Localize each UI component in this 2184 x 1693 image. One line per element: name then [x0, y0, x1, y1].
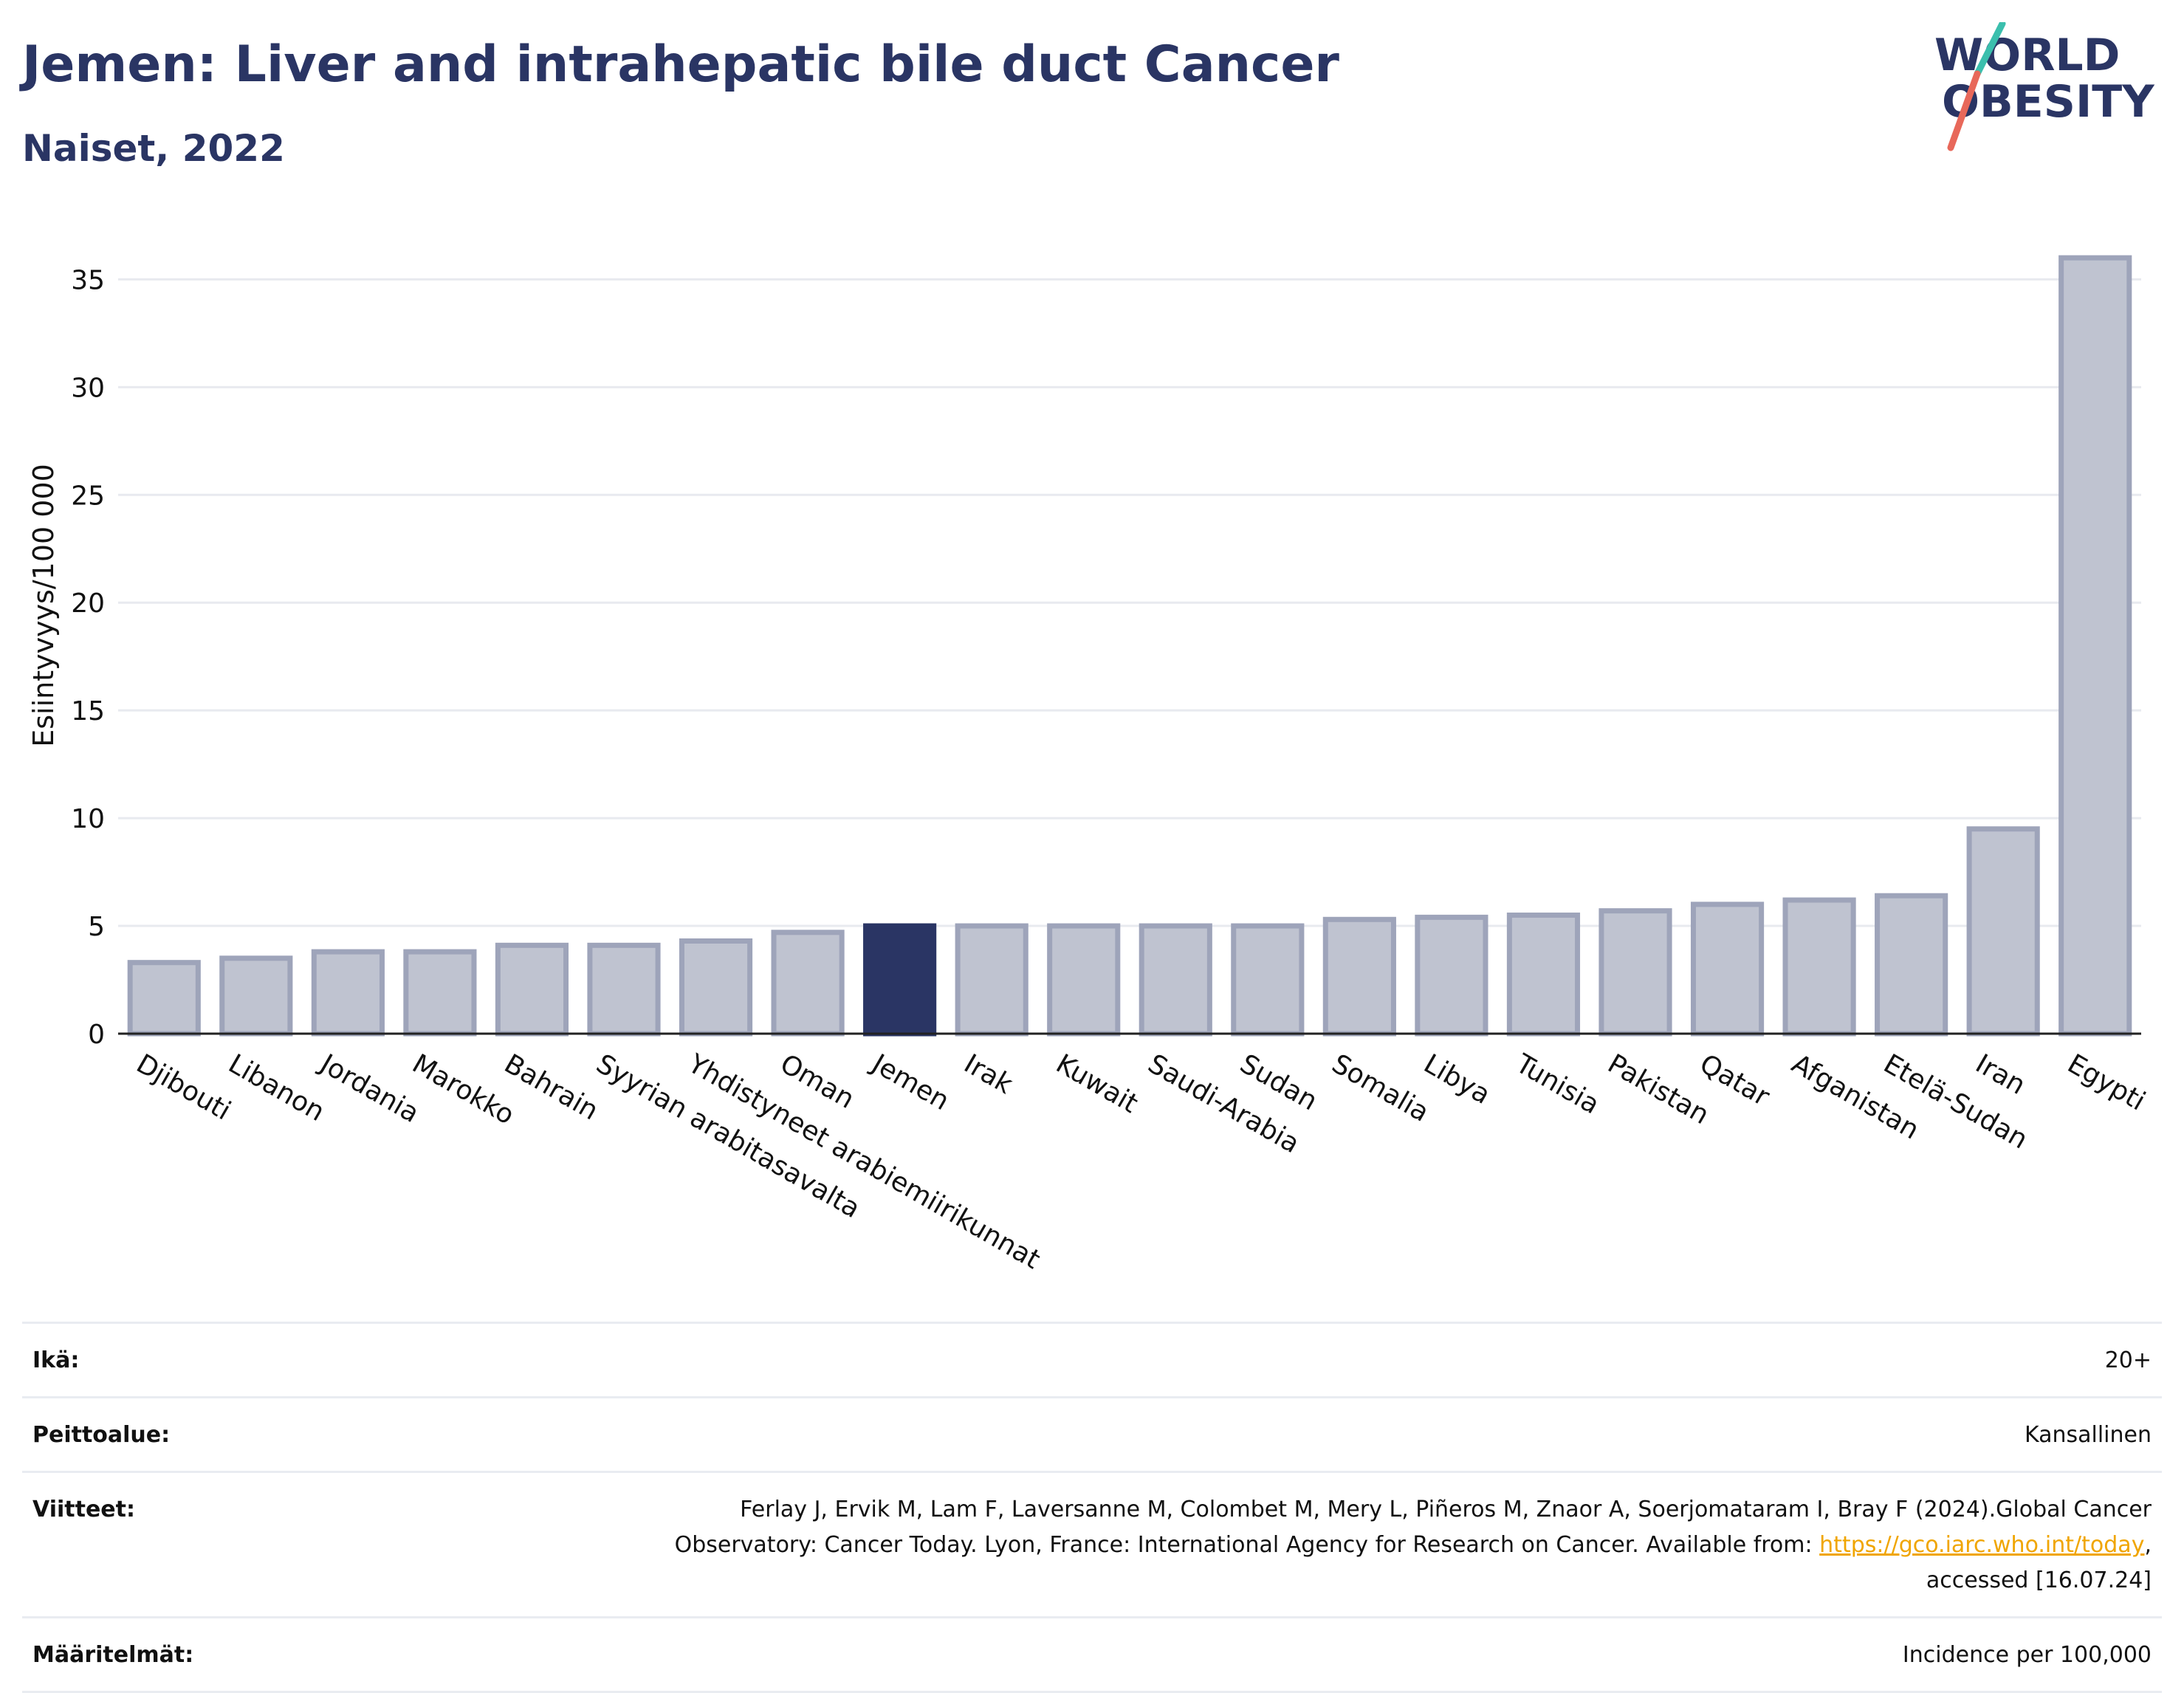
bar-qatar[interactable]: [1690, 902, 1765, 1037]
bar-afganistan[interactable]: [1782, 897, 1856, 1037]
bar-etel-sudan[interactable]: [1875, 893, 1948, 1037]
x-tick-label: Djibouti: [131, 1048, 236, 1126]
bar-irak[interactable]: [955, 923, 1029, 1037]
chart-title: Jemen: Liver and intrahepatic bile duct …: [22, 35, 1339, 94]
x-tick-label: Tunisia: [1510, 1048, 1604, 1120]
axes: 0 5 10 15 20 25 30 35 DjiboutiLibanonJordaniaMar…: [71, 265, 2150, 1275]
x-tick-label: Iran: [1971, 1048, 2030, 1101]
bar-marokko[interactable]: [403, 949, 477, 1037]
y-tick-label: 30: [71, 373, 105, 403]
x-tick-label: Jemen: [865, 1048, 954, 1116]
x-tick-label: Jordania: [314, 1048, 424, 1129]
info-row-definitions: Määritelmät: Incidence per 100,000: [22, 1616, 2162, 1693]
info-label-coverage: Peittoalue:: [32, 1422, 171, 1448]
info-row-age: Ikä: 20+: [22, 1322, 2162, 1396]
bar-syyrian-arabitasavalta[interactable]: [587, 942, 661, 1037]
reference-text: Ferlay J, Ervik M, Lam F, Laversanne M, …: [674, 1497, 2152, 1558]
x-tick-label: Libanon: [223, 1048, 329, 1127]
bar-kuwait[interactable]: [1047, 923, 1121, 1037]
bar-bahrain[interactable]: [495, 942, 569, 1037]
info-label-age: Ikä:: [32, 1347, 80, 1373]
x-tick-label: Pakistan: [1603, 1048, 1714, 1130]
bar-iran[interactable]: [1966, 826, 2040, 1037]
info-value-references: Ferlay J, Ervik M, Lam F, Laversanne M, …: [601, 1492, 2152, 1598]
x-tick-label: Irak: [959, 1048, 1018, 1100]
bar-libya[interactable]: [1415, 914, 1488, 1037]
bar-oman[interactable]: [771, 930, 845, 1037]
y-tick-label: 25: [71, 481, 105, 511]
grid-lines: [118, 278, 2141, 927]
chart-subtitle: Naiset, 2022: [22, 127, 285, 170]
info-row-references: Viitteet: Ferlay J, Ervik M, Lam F, Lave…: [22, 1471, 2162, 1616]
y-axis-label: Esiintyvyys/100 000: [27, 464, 60, 747]
y-tick-label: 35: [71, 265, 105, 295]
bar-jordania[interactable]: [311, 949, 385, 1037]
logo-text-world: WORLD: [1934, 30, 2120, 81]
bar-sudan[interactable]: [1231, 923, 1305, 1037]
y-tick-label: 0: [88, 1020, 105, 1050]
world-obesity-logo: WORLD OBESITY: [1934, 22, 2155, 151]
info-value-age: 20+: [2104, 1347, 2152, 1373]
bar-egypti[interactable]: [2058, 255, 2132, 1037]
logo-text-obesity: OBESITY: [1942, 76, 2155, 128]
x-tick-label: Saudi-Arabia: [1143, 1048, 1305, 1159]
y-tick-label: 5: [88, 912, 105, 942]
bar-yhdistyneet-arabiemiirikunnat[interactable]: [679, 938, 753, 1037]
y-tick-label: 15: [71, 696, 105, 727]
bars: [127, 255, 2132, 1037]
x-tick-label: Somalia: [1327, 1048, 1434, 1128]
bar-somalia[interactable]: [1322, 916, 1396, 1037]
logo-slash-top: [1974, 22, 2006, 78]
info-label-references: Viitteet:: [32, 1497, 135, 1522]
reference-accessed: , accessed [16.07.24]: [1926, 1532, 2152, 1593]
x-tick-label: Marokko: [407, 1048, 519, 1130]
y-tick-label: 10: [71, 804, 105, 834]
bar-pakistan[interactable]: [1598, 908, 1672, 1037]
info-label-definitions: Määritelmät:: [32, 1642, 194, 1668]
info-table: Ikä: 20+ Peittoalue: Kansallinen Viittee…: [22, 1322, 2162, 1693]
logo-slash-bottom: [1947, 70, 1981, 151]
reference-link[interactable]: https://gco.iarc.who.int/today: [1819, 1532, 2145, 1558]
y-tick-label: 20: [71, 588, 105, 619]
info-value-coverage: Kansallinen: [2024, 1422, 2152, 1448]
bar-jemen[interactable]: [863, 923, 937, 1037]
x-tick-label: Bahrain: [499, 1048, 603, 1126]
bar-libanon[interactable]: [219, 955, 293, 1037]
info-value-definitions: Incidence per 100,000: [1902, 1642, 2152, 1668]
x-tick-label: Kuwait: [1051, 1048, 1143, 1119]
bar-djibouti[interactable]: [127, 960, 201, 1037]
bar-tunisia[interactable]: [1506, 912, 1581, 1037]
bar-chart: 0 5 10 15 20 25 30 35 DjiboutiLibanonJordaniaMar…: [27, 255, 2150, 1275]
info-row-coverage: Peittoalue: Kansallinen: [22, 1396, 2162, 1471]
bar-saudi-arabia[interactable]: [1139, 923, 1212, 1037]
x-tick-label: Egypti: [2062, 1048, 2150, 1116]
